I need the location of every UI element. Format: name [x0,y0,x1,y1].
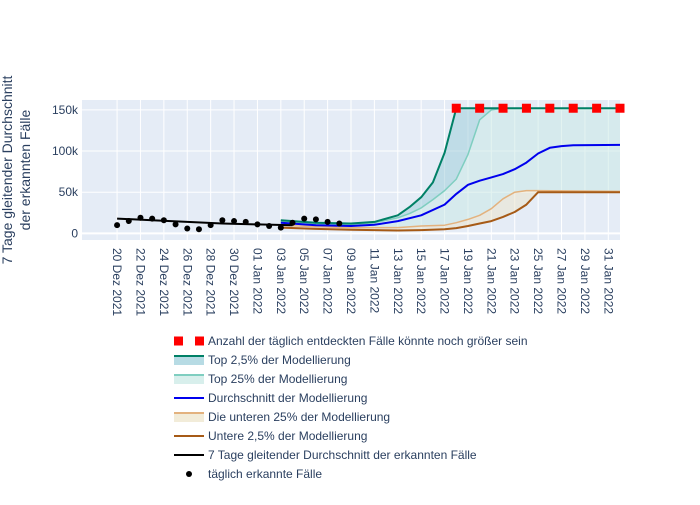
x-tick-label: 26 Dez 2021 [180,248,194,316]
daily-case-point [137,214,144,221]
y-axis-title-line-1: 7 Tage gleitender Durchschnitt [0,75,15,264]
possible-higher-marker [475,103,485,113]
band-top-2-5-to-25 [280,108,620,225]
legend-item-low2_5: Untere 2,5% der Modellierung [174,429,367,443]
legend-label: Anzahl der täglich entdeckten Fälle könn… [208,334,528,348]
daily-case-point [301,215,308,222]
axes: 0 50k 100k 150k 20 Dez 2021 22 Dez 2021 24 Dez… [0,75,615,316]
daily-case-point [312,216,319,223]
series-line-mean [280,143,621,227]
x-tick-label: 19 Jan 2022 [461,248,475,314]
legend-item-top25: Top 25% der Modellierung [174,372,347,386]
daily-case-point [195,226,202,233]
legend-swatch-square [174,336,183,346]
legend-label: Die unteren 25% der Modellierung [208,410,390,424]
possible-higher-marker [568,103,578,113]
daily-case-point [184,225,191,232]
x-tick-label: 24 Dez 2021 [157,248,171,316]
x-tick-label: 07 Jan 2022 [321,248,335,314]
legend: Anzahl der täglich entdeckten Fälle könn… [174,334,528,481]
possible-higher-marker [615,103,625,113]
legend-label: Top 2,5% der Modellierung [208,353,351,367]
daily-case-point [289,219,296,226]
band-top-25-to-low-25 [280,108,620,228]
daily-case-point [266,223,273,229]
legend-item-ma7: 7 Tage gleitender Durchschnitt der erkan… [174,448,477,462]
daily-case-point [149,215,156,222]
series-line-low25 [280,189,621,229]
legend-item-daily: täglich erkannte Fälle [186,467,322,481]
x-tick-label: 31 Jan 2022 [601,248,615,314]
legend-label: Top 25% der Modellierung [208,372,347,386]
daily-case-point [125,218,132,225]
daily-case-point [242,218,249,225]
legend-label: 7 Tage gleitender Durchschnitt der erkan… [208,448,477,462]
y-tick-label: 150k [52,103,79,117]
x-tick-label: 23 Jan 2022 [508,248,522,314]
daily-case-point [172,221,179,228]
possible-higher-marker [451,103,461,113]
data-area [114,103,625,233]
x-tick-label: 25 Jan 2022 [531,248,545,314]
x-tick-label: 22 Dez 2021 [134,248,148,316]
daily-case-point [324,218,331,225]
x-tick-label: 17 Jan 2022 [438,248,452,314]
possible-higher-marker [592,103,602,113]
series-line-low2_5 [280,191,620,232]
x-tick-label: 03 Jan 2022 [274,248,288,314]
x-tick-label: 29 Jan 2022 [578,248,592,314]
daily-case-point [219,217,226,224]
daily-case-point [160,217,167,224]
legend-label: Durchschnitt der Modellierung [208,391,367,405]
y-tick-label: 100k [52,144,79,158]
daily-case-point [231,218,238,225]
x-tick-label: 20 Dez 2021 [110,248,124,316]
legend-swatch-band [174,413,204,422]
legend-swatch-dot [186,471,192,477]
x-tick-label: 28 Dez 2021 [204,248,218,316]
possible-higher-marker [521,103,531,113]
legend-item-upper25: Top 2,5% der Modellierung [174,353,351,367]
possible-higher-marker [545,103,555,113]
daily-case-point [207,222,214,229]
series-line-ma7 [117,217,293,227]
legend-item-low25: Die unteren 25% der Modellierung [174,410,390,424]
x-tick-label: 05 Jan 2022 [297,248,311,314]
x-tick-label: 15 Jan 2022 [414,248,428,314]
x-tick-label: 21 Jan 2022 [484,248,498,314]
possible-higher-marker [498,103,508,113]
daily-case-point [254,221,261,228]
daily-case-point [336,220,343,227]
legend-label: täglich erkannte Fälle [208,467,322,481]
y-axis-title-line-2: der erkannten Fälle [17,109,33,230]
x-tick-label: 11 Jan 2022 [367,248,381,313]
y-tick-label: 0 [71,226,78,240]
legend-swatch-band [174,356,204,365]
x-tick-label: 01 Jan 2022 [250,248,264,314]
legend-swatch-square [195,336,204,346]
legend-item-mean: Durchschnitt der Modellierung [174,391,367,405]
legend-label: Untere 2,5% der Modellierung [208,429,367,443]
daily-case-point [277,224,284,231]
x-tick-label: 30 Dez 2021 [227,248,241,316]
legend-swatch-band [174,375,204,384]
x-tick-label: 13 Jan 2022 [391,248,405,314]
y-tick-label: 50k [59,185,79,199]
legend-item-possible: Anzahl der täglich entdeckten Fälle könn… [174,334,528,348]
x-tick-label: 27 Jan 2022 [555,248,569,314]
daily-case-point [114,222,121,229]
x-tick-label: 09 Jan 2022 [344,248,358,314]
series-line-upper25 [280,107,620,225]
